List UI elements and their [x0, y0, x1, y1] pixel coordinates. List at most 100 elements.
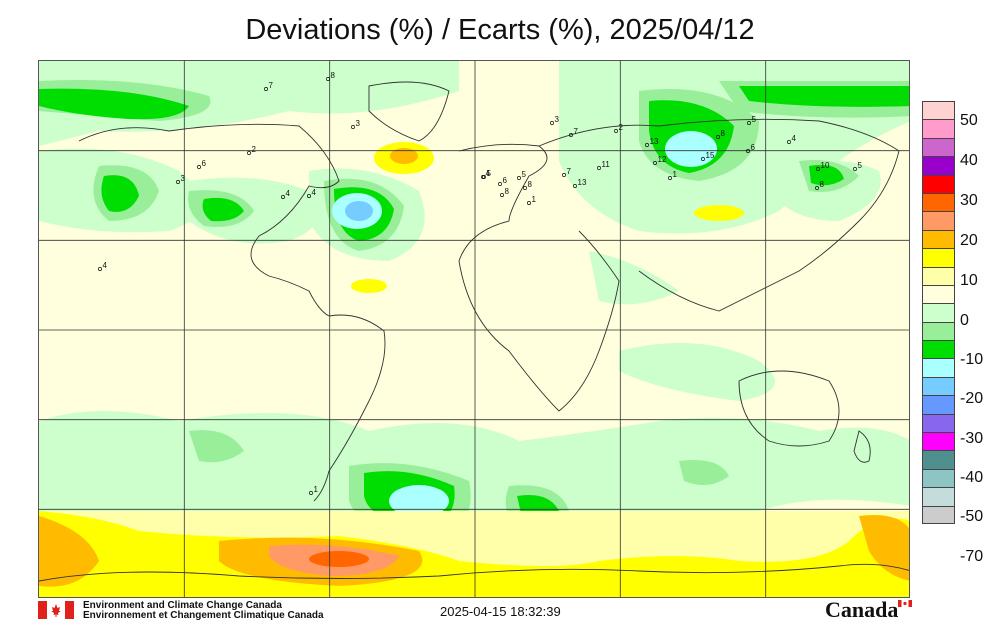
- station-marker: 1: [527, 195, 537, 205]
- graticule: [39, 61, 909, 597]
- station-marker: 13: [645, 137, 659, 147]
- station-marker: 2: [247, 145, 257, 155]
- station-value: 7: [574, 127, 579, 136]
- coast-africa-europe: [458, 143, 620, 412]
- station-marker: 6: [197, 159, 207, 169]
- station-marker: 5: [517, 170, 527, 180]
- station-dot: [98, 267, 102, 271]
- station-value: 7: [567, 167, 572, 176]
- station-marker: 12: [653, 155, 667, 165]
- legend-swatch: [922, 340, 955, 359]
- station-marker: 6: [498, 176, 508, 186]
- legend-swatch: [922, 284, 955, 304]
- station-dot: [498, 182, 502, 186]
- station-dot: [523, 186, 527, 190]
- station-marker: 4: [307, 188, 317, 198]
- station-dot: [569, 133, 573, 137]
- station-value: 13: [650, 137, 659, 146]
- legend-swatch: [922, 450, 955, 469]
- coast-greenland: [368, 81, 450, 142]
- station-marker: 13: [573, 178, 587, 188]
- station-dot: [747, 121, 751, 125]
- station-marker: 11: [597, 160, 610, 170]
- station-marker: 8: [523, 180, 533, 190]
- station-value: 2: [252, 145, 257, 154]
- legend-swatch: [922, 174, 955, 193]
- legend-label: -10: [960, 351, 984, 368]
- legend-label: 10: [960, 272, 978, 289]
- station-value: 4: [103, 261, 108, 270]
- legend-swatch: [922, 505, 955, 524]
- station-value: 8: [820, 180, 825, 189]
- legend-swatch: [922, 432, 955, 451]
- legend-label: 50: [960, 112, 978, 129]
- org-name-english: Environment and Climate Change Canada: [83, 600, 282, 611]
- legend-label: -40: [960, 469, 984, 486]
- station-value: 5: [522, 170, 527, 179]
- station-value: 11: [602, 160, 611, 169]
- deviation-field-negative-30: [345, 201, 373, 221]
- station-marker: 7: [264, 81, 274, 91]
- legend-swatch: [922, 303, 955, 322]
- canada-flag-icon: [38, 601, 74, 619]
- station-marker: 4: [787, 134, 797, 144]
- legend-label: -50: [960, 508, 984, 525]
- legend-swatch: [922, 358, 955, 377]
- station-dot: [853, 167, 857, 171]
- legend-label: 20: [960, 232, 978, 249]
- station-dot: [176, 180, 180, 184]
- station-dot: [307, 194, 311, 198]
- station-value: 8: [505, 187, 510, 196]
- station-value: 10: [821, 161, 830, 170]
- station-dot: [597, 166, 601, 170]
- station-dot: [815, 186, 819, 190]
- station-marker: 8: [716, 129, 726, 139]
- station-marker: 7: [569, 127, 579, 137]
- station-value: 4: [286, 189, 291, 198]
- station-dot: [264, 87, 268, 91]
- station-value: 4: [312, 188, 317, 197]
- deviation-field-positive-20: [390, 148, 418, 164]
- station-dot: [716, 135, 720, 139]
- legend-label: 40: [960, 152, 978, 169]
- station-value: 1: [532, 195, 537, 204]
- deviation-map: 8 7 3 2 6 3 4 4 3 7 2 13 12 15 8 5 4 6 10 8 5 1 11 13 7 5 6 8 8 5 4 1 4 1: [38, 60, 910, 598]
- station-dot: [746, 149, 750, 153]
- legend-swatch: [922, 266, 955, 285]
- station-dot: [562, 173, 566, 177]
- station-marker: 8: [815, 180, 825, 190]
- station-value: 6: [202, 159, 207, 168]
- station-dot: [500, 193, 504, 197]
- station-marker: 2: [614, 123, 624, 133]
- legend-label: 0: [960, 312, 969, 329]
- coast-australia: [738, 370, 840, 447]
- legend-swatch: [922, 119, 955, 138]
- station-marker: 10: [816, 161, 830, 171]
- legend-swatch: [922, 229, 955, 249]
- station-value: 6: [751, 143, 756, 152]
- station-marker: 3: [550, 115, 560, 125]
- station-dot: [701, 157, 705, 161]
- legend-swatch: [922, 376, 955, 396]
- station-marker: 1: [668, 170, 678, 180]
- station-dot: [668, 176, 672, 180]
- legend-swatch: [922, 156, 955, 175]
- station-marker: 5: [853, 161, 863, 171]
- legend-swatch: [922, 321, 955, 341]
- org-name-french: Environnement et Changement Climatique C…: [83, 610, 324, 621]
- legend-swatch: [922, 137, 955, 157]
- legend-swatch: [922, 211, 955, 230]
- station-dot: [309, 491, 313, 495]
- station-value: 3: [356, 119, 361, 128]
- station-value: 15: [706, 151, 715, 160]
- station-value: 12: [658, 155, 667, 164]
- polar-band-orange-west: [39, 516, 99, 587]
- station-value: 5: [752, 115, 757, 124]
- station-value: 2: [619, 123, 624, 132]
- station-dot: [281, 195, 285, 199]
- station-value: 5: [858, 161, 863, 170]
- station-value: 8: [331, 71, 336, 80]
- station-dot: [645, 143, 649, 147]
- station-value: 8: [721, 129, 726, 138]
